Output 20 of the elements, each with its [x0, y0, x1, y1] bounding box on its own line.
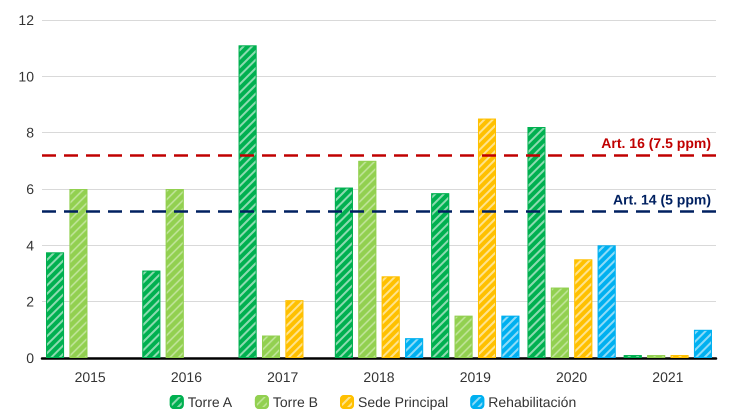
y-tick-label: 4 — [26, 237, 34, 254]
y-tick-label: 8 — [26, 124, 34, 141]
y-tick-label: 0 — [26, 350, 34, 366]
legend-label: Rehabilitación — [488, 394, 576, 410]
x-tick-label: 2020 — [556, 369, 588, 385]
x-tick-label: 2021 — [652, 369, 684, 385]
y-tick-label: 2 — [26, 294, 34, 310]
x-tick-label: 2019 — [460, 369, 492, 385]
legend-label: Torre A — [188, 394, 233, 410]
legend-label: Sede Principal — [358, 394, 448, 410]
x-tick-label: 2016 — [170, 369, 202, 385]
x-tick-label: 2017 — [267, 369, 298, 385]
ref-line-label: Art. 14 (5 ppm) — [612, 192, 711, 208]
y-tick-label: 6 — [26, 181, 34, 197]
legend-label: Torre B — [272, 394, 318, 410]
ref-line-label: Art. 16 (7.5 ppm) — [601, 135, 711, 152]
y-tick-label: 10 — [18, 68, 34, 84]
y-tick-label: 12 — [18, 12, 34, 28]
x-tick-label: 2018 — [363, 369, 395, 385]
x-tick-label: 2015 — [74, 369, 106, 385]
